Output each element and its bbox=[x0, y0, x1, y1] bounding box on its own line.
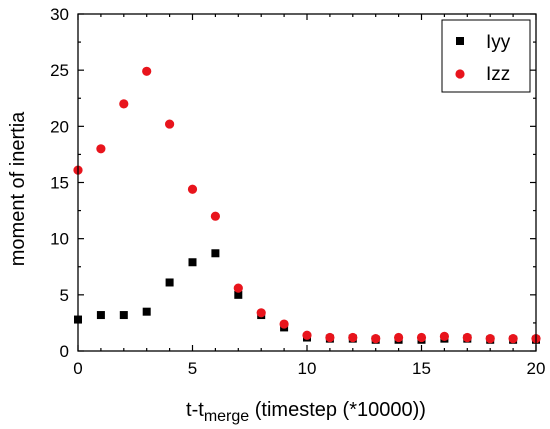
point-iyy bbox=[211, 249, 220, 258]
point-izz bbox=[233, 283, 243, 293]
legend-box bbox=[441, 19, 531, 93]
x-tick-label: 10 bbox=[298, 359, 317, 378]
y-tick-label: 10 bbox=[50, 230, 69, 249]
point-izz bbox=[394, 332, 404, 343]
x-tick-label: 0 bbox=[73, 359, 82, 378]
y-axis-label: moment of inertia bbox=[7, 111, 29, 266]
point-izz bbox=[371, 334, 381, 344]
point-izz bbox=[119, 99, 129, 109]
point-izz bbox=[485, 334, 495, 344]
y-tick-label: 30 bbox=[50, 5, 69, 24]
point-iyy bbox=[234, 290, 243, 299]
x-tick-label: 5 bbox=[188, 359, 197, 378]
y-tick-label: 25 bbox=[50, 61, 69, 80]
point-izz bbox=[96, 144, 106, 154]
x-axis-label-rest: (timestep (*10000)) bbox=[249, 399, 426, 421]
legend: Iyy Izz bbox=[441, 19, 531, 93]
point-izz bbox=[325, 332, 335, 343]
x-axis-label: t-tmerge (timestep (*10000)) bbox=[186, 399, 426, 425]
x-axis-label-subscript: merge bbox=[204, 408, 249, 425]
legend-marker-izz bbox=[455, 69, 465, 79]
x-tick-label: 15 bbox=[412, 359, 431, 378]
data-marks bbox=[73, 66, 541, 344]
y-tick-label: 5 bbox=[60, 286, 69, 305]
point-izz bbox=[348, 332, 358, 343]
point-iyy bbox=[96, 311, 105, 320]
y-tick-label: 0 bbox=[60, 342, 69, 361]
legend-marker-iyy bbox=[456, 37, 464, 45]
point-izz bbox=[256, 308, 266, 318]
point-izz bbox=[279, 319, 289, 329]
point-izz bbox=[462, 332, 472, 343]
y-tick-label: 15 bbox=[50, 174, 69, 193]
point-izz bbox=[416, 332, 427, 343]
point-iyy bbox=[119, 311, 128, 320]
point-izz bbox=[210, 211, 220, 221]
y-tick-label: 20 bbox=[50, 117, 69, 136]
x-axis-label-main: t-t bbox=[186, 399, 204, 421]
axis-ticks: 0 5 10 15 20 0 5 10 15 20 25 30 bbox=[50, 5, 545, 378]
point-izz bbox=[439, 331, 449, 341]
point-izz bbox=[508, 334, 518, 344]
point-izz bbox=[142, 66, 152, 76]
point-iyy bbox=[188, 258, 197, 267]
legend-label-iyy: Iyy bbox=[486, 32, 511, 53]
point-izz bbox=[187, 184, 198, 194]
point-izz bbox=[165, 119, 175, 129]
point-izz bbox=[302, 330, 312, 340]
point-iyy bbox=[142, 307, 151, 316]
legend-label-izz: Izz bbox=[486, 64, 510, 85]
x-tick-label: 20 bbox=[527, 359, 546, 378]
point-iyy bbox=[165, 278, 174, 287]
